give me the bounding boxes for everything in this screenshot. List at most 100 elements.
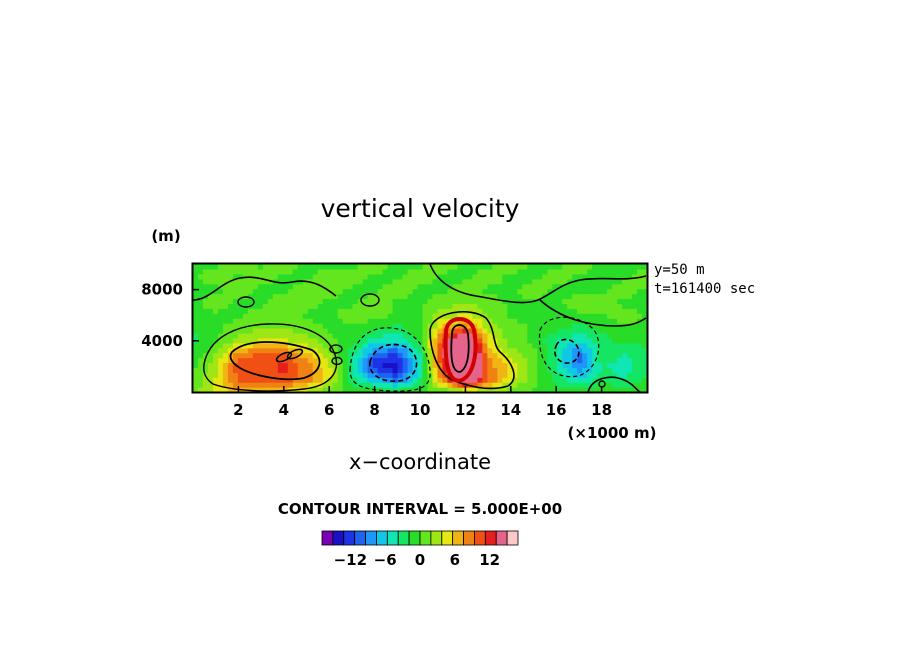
heatmap-cell [562, 347, 568, 354]
heatmap-cell [222, 377, 229, 383]
heatmap-cell [307, 264, 314, 270]
heatmap-cell [462, 357, 468, 364]
heatmap-cell [482, 313, 488, 319]
heatmap-cell [302, 362, 309, 368]
heatmap-cell [312, 273, 319, 280]
heatmap-cell [337, 264, 344, 270]
heatmap-cell [392, 342, 399, 349]
heatmap-cell [627, 323, 633, 329]
heatmap-cell [542, 347, 548, 354]
heatmap-cell [507, 372, 513, 378]
heatmap-cell [262, 387, 269, 393]
heatmap-cell [412, 337, 419, 344]
heatmap-cell [497, 357, 503, 364]
heatmap-cell [582, 273, 588, 280]
heatmap-cell [227, 288, 234, 295]
heatmap-cell [582, 367, 588, 373]
heatmap-cell [447, 313, 454, 319]
heatmap-cell [492, 268, 498, 275]
heatmap-cell [377, 328, 384, 334]
heatmap-cell [482, 352, 488, 359]
heatmap-cell [357, 323, 364, 329]
heatmap-cell [482, 372, 488, 378]
heatmap-cell [397, 387, 404, 393]
heatmap-cell [297, 332, 304, 339]
heatmap-cell [627, 387, 633, 393]
heatmap-cell [572, 283, 578, 290]
heatmap-cell [462, 342, 468, 349]
colorbar-tick-label: 12 [479, 551, 500, 569]
heatmap-cell [302, 264, 309, 270]
heatmap-cell [507, 328, 513, 334]
heatmap-cell [232, 313, 239, 319]
heatmap-cell [542, 337, 548, 344]
heatmap-cell [612, 308, 618, 314]
heatmap-cell [397, 357, 404, 364]
heatmap-cell [197, 347, 204, 354]
heatmap-cell [422, 328, 429, 334]
heatmap-cell [622, 264, 628, 270]
heatmap-cell [642, 377, 648, 383]
heatmap-cell [197, 298, 204, 304]
heatmap-cell [387, 268, 394, 275]
heatmap-cell [497, 332, 503, 339]
heatmap-cell [617, 372, 623, 378]
heatmap-cell [617, 337, 623, 344]
heatmap-cell [587, 278, 593, 285]
heatmap-cell [367, 382, 374, 388]
heatmap-cell [492, 357, 498, 364]
heatmap-cell [437, 293, 444, 300]
heatmap-cell [362, 298, 369, 304]
heatmap-cell [342, 382, 349, 388]
heatmap-cell [637, 303, 643, 309]
heatmap-cell [332, 308, 339, 314]
heatmap-cell [237, 308, 244, 314]
heatmap-cell [197, 357, 204, 364]
heatmap-cell [412, 372, 419, 378]
heatmap-cell [262, 268, 269, 275]
heatmap-cell [237, 357, 244, 364]
heatmap-cell [637, 382, 643, 388]
heatmap-cell [247, 337, 254, 344]
heatmap-cell [257, 298, 264, 304]
heatmap-cell [352, 293, 359, 300]
heatmap-cell [487, 352, 493, 359]
heatmap-cell [252, 308, 259, 314]
heatmap-cell [307, 387, 314, 393]
heatmap-cell [572, 308, 578, 314]
heatmap-cell [317, 357, 324, 364]
heatmap-cell [592, 273, 598, 280]
heatmap-cell [432, 313, 439, 319]
heatmap-cell [512, 278, 518, 285]
heatmap-cell [457, 278, 464, 285]
heatmap-cell [447, 362, 454, 368]
heatmap-cell [437, 264, 444, 270]
heatmap-cell [537, 352, 543, 359]
heatmap-cell [267, 318, 274, 324]
heatmap-cell [567, 323, 573, 329]
heatmap-cell [607, 372, 613, 378]
heatmap-cell [317, 268, 324, 275]
heatmap-cell [632, 387, 638, 393]
heatmap-cell [512, 283, 518, 290]
heatmap-cell [352, 367, 359, 373]
heatmap-cell [607, 308, 613, 314]
heatmap-cell [377, 337, 384, 344]
heatmap-cell [312, 318, 319, 324]
heatmap-cell [552, 337, 558, 344]
heatmap-cell [412, 308, 419, 314]
heatmap-cell [322, 357, 329, 364]
heatmap-cell [472, 283, 478, 290]
heatmap-cell [407, 264, 414, 270]
heatmap-cell [542, 288, 548, 295]
heatmap-cell [577, 332, 583, 339]
heatmap-cell [592, 268, 598, 275]
heatmap-cell [542, 367, 548, 373]
heatmap-cell [367, 268, 374, 275]
heatmap-cell [492, 278, 498, 285]
heatmap-cell [622, 367, 628, 373]
heatmap-cell [542, 362, 548, 368]
heatmap-cell [407, 308, 414, 314]
heatmap-cell [602, 357, 608, 364]
heatmap-cell [362, 278, 369, 285]
